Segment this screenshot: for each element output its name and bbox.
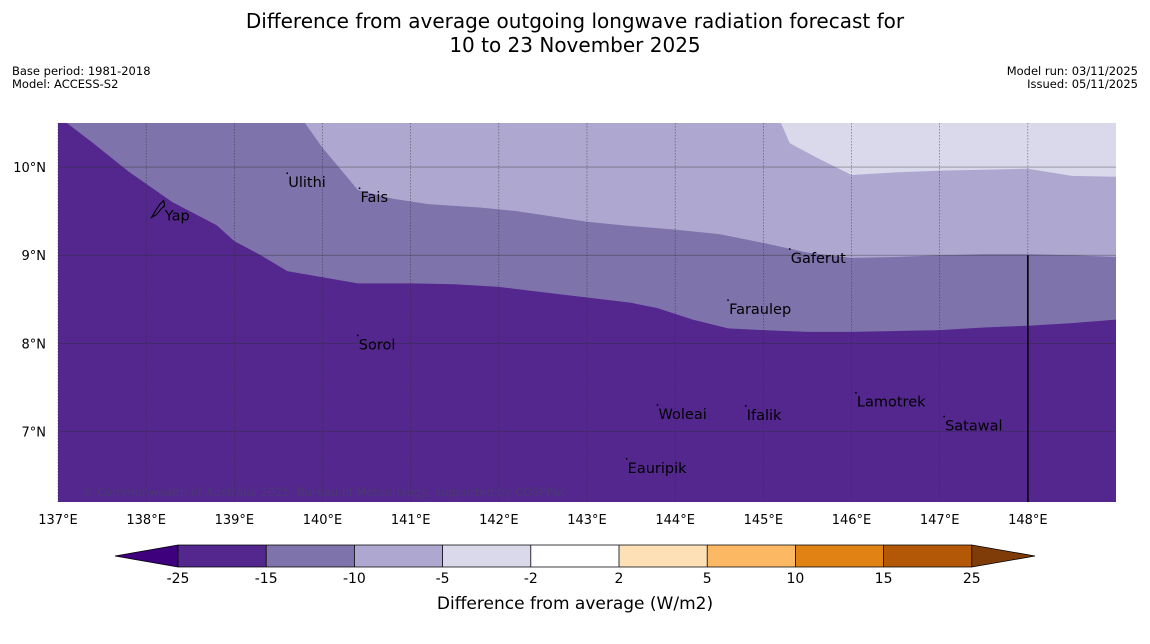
chart-title: Difference from average outgoing longwav… — [0, 9, 1150, 57]
copyright-notice: © Commonwealth of Australia 2025, Bureau… — [82, 485, 566, 499]
place-marker — [855, 391, 857, 394]
lat-tick-label: 7°N — [22, 425, 47, 440]
lat-tick-label: 8°N — [22, 337, 47, 352]
meta-left: Base period: 1981-2018 Model: ACCESS-S2 — [12, 65, 151, 91]
meta-right: Model run: 03/11/2025 Issued: 05/11/2025 — [1007, 65, 1138, 91]
lon-tick-label: 138°E — [126, 513, 166, 528]
place-label: Gaferut — [791, 251, 846, 267]
place-label: Woleai — [659, 407, 707, 423]
colorbar-tick-label: 10 — [786, 571, 804, 587]
place-label: Ulithi — [288, 175, 326, 191]
colorbar-min-extend — [115, 545, 178, 567]
colorbar-tick-label: 2 — [615, 571, 624, 587]
colorbar-max-extend — [971, 545, 1035, 567]
place-marker — [286, 172, 289, 175]
place-label: Satawal — [945, 419, 1002, 435]
colorbar-tick-label: -10 — [343, 571, 366, 587]
place-marker — [358, 187, 361, 190]
colorbar-segment — [442, 545, 531, 567]
place-label: Sorol — [359, 337, 396, 353]
lat-tick-label: 10°N — [13, 161, 46, 176]
colorbar-tick-label: -15 — [255, 571, 278, 587]
place-label: Eauripik — [628, 461, 687, 477]
lat-tick-label: 9°N — [22, 249, 47, 264]
lon-tick-label: 148°E — [1008, 513, 1048, 528]
region-minus5-to-minus2 — [781, 123, 1116, 177]
place-label: Lamotrek — [857, 395, 926, 411]
place-marker — [788, 248, 791, 250]
place-label: Yap — [164, 209, 190, 225]
lon-tick-label: 137°E — [38, 513, 78, 528]
colorbar-segment — [354, 545, 443, 567]
map-area: 137°E 138°E 139°E 140°E 141°E 142°E 143°E 144°E… — [13, 123, 1116, 528]
lon-tick-label: 141°E — [391, 513, 431, 528]
colorbar-caption: Difference from average (W/m2) — [436, 594, 714, 614]
title-line-2: 10 to 23 November 2025 — [449, 33, 701, 57]
colorbar: -25 -15 -10 -5 -2 2 5 10 15 25 — [114, 544, 1036, 587]
place-marker — [356, 334, 359, 337]
colorbar-segment — [530, 545, 619, 567]
colorbar-tick-label: -2 — [524, 571, 538, 587]
place-marker — [656, 404, 659, 406]
colorbar-tick-label: -5 — [436, 571, 450, 587]
place-marker — [625, 457, 628, 460]
place-marker — [162, 205, 165, 208]
place-marker — [943, 415, 945, 418]
place-label: Faraulep — [729, 302, 791, 318]
issued-date: Issued: 05/11/2025 — [1027, 77, 1138, 91]
colorbar-tick-label: 15 — [875, 571, 893, 587]
colorbar-segment — [266, 545, 355, 567]
colorbar-tick-label: 25 — [963, 571, 981, 587]
lon-tick-label: 145°E — [744, 513, 784, 528]
lon-tick-label: 144°E — [655, 513, 695, 528]
place-label: Ifalik — [747, 408, 782, 424]
colorbar-tick-label: -25 — [167, 571, 190, 587]
lon-tick-label: 147°E — [920, 513, 960, 528]
model-run: Model run: 03/11/2025 — [1006, 64, 1138, 78]
place-label: Fais — [361, 190, 388, 206]
yap-island-outline — [150, 199, 166, 220]
colorbar-segment — [178, 545, 267, 567]
colorbar-tick-label: 5 — [703, 571, 712, 587]
lon-tick-label: 139°E — [215, 513, 255, 528]
colorbar-segment — [883, 545, 972, 567]
place-marker — [744, 405, 747, 407]
title-line-1: Difference from average outgoing longwav… — [245, 9, 905, 33]
colorbar-segment — [619, 545, 708, 567]
colorbar-segment — [707, 545, 796, 567]
model-name: Model: ACCESS-S2 — [12, 77, 119, 91]
lon-tick-label: 142°E — [479, 513, 519, 528]
lon-tick-label: 143°E — [567, 513, 607, 528]
lon-tick-label: 140°E — [303, 513, 343, 528]
place-marker — [727, 299, 729, 302]
lon-tick-label: 146°E — [832, 513, 872, 528]
base-period: Base period: 1981-2018 — [12, 64, 151, 78]
colorbar-segment — [795, 545, 884, 567]
